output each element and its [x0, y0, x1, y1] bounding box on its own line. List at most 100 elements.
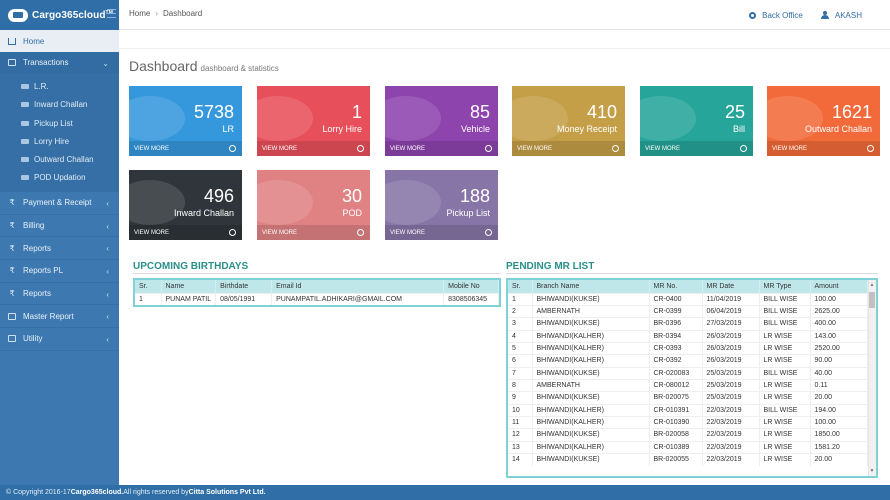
tile-pod[interactable]: 30 POD VIEW MORE [257, 170, 370, 240]
sidebar-subitem-pickup-list[interactable]: Pickup List [0, 114, 119, 132]
divider [119, 48, 890, 49]
birthdays-table: Sr. Name Birthdate Email Id Mobile No 1 … [133, 278, 501, 308]
sidebar-item-master-report[interactable]: Master Report ‹ [0, 305, 119, 328]
column-header: Sr. [135, 280, 162, 293]
sidebar-item-payment-receipt[interactable]: ₹ Payment & Receipt ‹ [0, 192, 119, 215]
brand-logo[interactable]: Cargo365cloudTM [0, 0, 119, 30]
sidebar-subitem-pod-updation[interactable]: POD Updation [0, 169, 119, 187]
tile-label: POD [342, 208, 362, 218]
page-title: Dashboard dashboard & statistics [129, 58, 279, 74]
tile-value: 5738 [193, 102, 234, 122]
truck-icon [21, 175, 29, 181]
tile-money-receipt[interactable]: 410 Money Receipt VIEW MORE [512, 86, 625, 156]
tile-decoration [257, 180, 313, 225]
table-row: 7 BHIWANDI(KUKSE) CR-020083 25/03/2019 BILL … [508, 366, 868, 380]
view-more-link[interactable]: VIEW MORE [129, 141, 242, 156]
brand-name: Cargo365cloudTM [32, 9, 113, 21]
mr-list-table[interactable]: Sr. Branch Name MR No. MR Date MR Type A… [506, 278, 878, 478]
arrow-right-icon [229, 145, 236, 152]
sidebar-subitem-lr[interactable]: L.R. [0, 78, 119, 96]
scrollbar-thumb[interactable] [869, 292, 875, 308]
menu-toggle-icon[interactable] [107, 9, 116, 18]
tile-lr[interactable]: 5738 LR VIEW MORE [129, 86, 242, 156]
tile-outward-challan[interactable]: 1621 Outward Challan VIEW MORE [767, 86, 880, 156]
column-header: Mobile No [443, 280, 499, 293]
tile-decoration [129, 180, 185, 225]
tile-label: Vehicle [460, 124, 490, 134]
scroll-up-icon[interactable]: ▲ [869, 282, 875, 288]
sidebar-item-reports[interactable]: ₹ Reports ‹ [0, 237, 119, 260]
divider [133, 273, 501, 274]
tile-label: LR [222, 124, 234, 134]
scrollbar[interactable]: ▲ ▼ [868, 280, 876, 476]
view-more-link[interactable]: VIEW MORE [640, 141, 753, 156]
sidebar-item-billing[interactable]: ₹ Billing ‹ [0, 215, 119, 238]
table-row: 2 AMBERNATH CR-0399 06/04/2019 BILL WISE 2625… [508, 304, 868, 318]
breadcrumb-current: Dashboard [163, 8, 203, 18]
sidebar-item-transactions[interactable]: Transactions ⌄ [0, 52, 119, 75]
arrow-right-icon [357, 229, 364, 236]
footer-brand: Cargo365cloud. [70, 489, 124, 496]
arrow-right-icon [867, 145, 874, 152]
sidebar: Home Transactions ⌄ L.R. Inward Challan … [0, 30, 119, 485]
user-menu[interactable]: AKASH [820, 10, 862, 20]
table-row: 3 BHIWANDI(KUKSE) BR-0396 27/03/2019 BILL WI… [508, 317, 868, 331]
tile-inward-challan[interactable]: 496 Inward Challan VIEW MORE [129, 170, 242, 240]
sidebar-item-utility[interactable]: Utility ‹ [0, 328, 119, 351]
table-row: 12 BHIWANDI(KUKSE) BR-020058 22/03/2019 LR W… [508, 428, 868, 442]
user-name: AKASH [834, 10, 862, 20]
sidebar-subitem-lorry-hire[interactable]: Lorry Hire [0, 132, 119, 150]
view-more-link[interactable]: VIEW MORE [129, 225, 242, 240]
table-row: 8 AMBERNATH CR-080012 25/03/2019 LR WISE 0.11 [508, 378, 868, 392]
table-row: 9 BHIWANDI(KUKSE) BR-020075 25/03/2019 LR WI… [508, 391, 868, 405]
tile-label: Pickup List [446, 208, 490, 218]
back-office-link[interactable]: Back Office [749, 11, 803, 20]
transactions-icon [8, 59, 16, 67]
sidebar-subitem-outward-challan[interactable]: Outward Challan [0, 150, 119, 168]
tile-label: Bill [732, 124, 745, 134]
tile-label: Lorry Hire [322, 124, 362, 134]
tile-label: Outward Challan [804, 124, 872, 134]
arrow-right-icon [229, 229, 236, 236]
column-header: Name [161, 280, 217, 293]
tile-bill[interactable]: 25 Bill VIEW MORE [640, 86, 753, 156]
table-row: 4 BHIWANDI(KALHER) BR-0394 26/03/2019 LR WIS… [508, 329, 868, 343]
column-header: Amount [810, 280, 868, 293]
column-header: Branch Name [532, 280, 650, 293]
sidebar-subitem-inward-challan[interactable]: Inward Challan [0, 96, 119, 114]
sidebar-item-reports-pl[interactable]: ₹ Reports PL ‹ [0, 260, 119, 283]
tile-decoration [129, 96, 185, 141]
view-more-link[interactable]: VIEW MORE [385, 141, 498, 156]
tile-pickup-list[interactable]: 188 Pickup List VIEW MORE [385, 170, 498, 240]
tile-vehicle[interactable]: 85 Vehicle VIEW MORE [385, 86, 498, 156]
truck-icon [21, 138, 29, 144]
view-more-link[interactable]: VIEW MORE [257, 225, 370, 240]
tile-value: 188 [459, 186, 490, 206]
arrow-right-icon [485, 229, 492, 236]
table-row: 13 BHIWANDI(KALHER) CR-010389 22/03/2019 LR … [508, 440, 868, 454]
sidebar-item-home[interactable]: Home [0, 30, 119, 52]
tile-decoration [385, 180, 441, 225]
rupee-icon: ₹ [9, 220, 15, 230]
chevron-left-icon: ‹ [106, 312, 109, 322]
tile-label: Inward Challan [173, 208, 234, 218]
view-more-link[interactable]: VIEW MORE [512, 141, 625, 156]
tile-decoration [257, 96, 313, 141]
breadcrumb-home[interactable]: Home [129, 8, 151, 18]
arrow-right-icon [357, 145, 364, 152]
gear-icon [749, 11, 757, 19]
sidebar-item-reports-2[interactable]: ₹ Reports ‹ [0, 283, 119, 306]
divider [506, 273, 878, 274]
tile-value: 1621 [831, 102, 872, 122]
tile-decoration [512, 96, 568, 141]
view-more-link[interactable]: VIEW MORE [767, 141, 880, 156]
tile-decoration [640, 96, 696, 141]
tile-lorry-hire[interactable]: 1 Lorry Hire VIEW MORE [257, 86, 370, 156]
main-content: Home › Dashboard Dashboard dashboard & st… [119, 9, 890, 485]
view-more-link[interactable]: VIEW MORE [257, 141, 370, 156]
breadcrumb: Home › Dashboard [129, 4, 202, 22]
view-more-link[interactable]: VIEW MORE [385, 225, 498, 240]
table-row: 11 BHIWANDI(KALHER) CR-010390 22/03/2019 LR … [508, 415, 868, 429]
scroll-down-icon[interactable]: ▼ [869, 468, 875, 474]
chevron-left-icon: ‹ [106, 266, 109, 276]
